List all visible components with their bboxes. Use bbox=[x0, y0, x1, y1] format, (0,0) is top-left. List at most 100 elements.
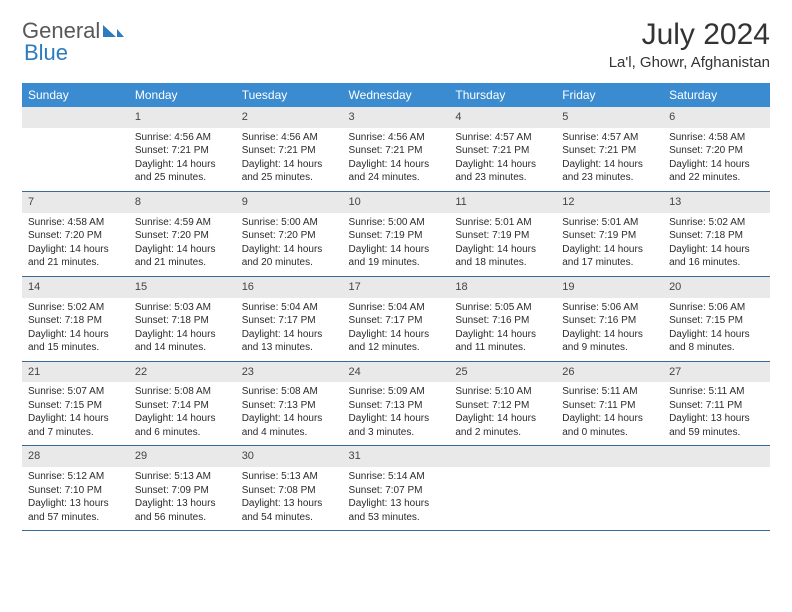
weekday-header: Friday bbox=[556, 83, 663, 107]
page-header: General July 2024 La'l, Ghowr, Afghanist… bbox=[22, 18, 770, 71]
calendar-body: 1Sunrise: 4:56 AMSunset: 7:21 PMDaylight… bbox=[22, 107, 770, 531]
daylight-text: Daylight: 14 hours bbox=[455, 158, 550, 172]
day-number: 2 bbox=[236, 107, 343, 128]
daylight-text: and 18 minutes. bbox=[455, 256, 550, 270]
day-body: Sunrise: 5:04 AMSunset: 7:17 PMDaylight:… bbox=[236, 298, 343, 361]
daylight-text: Daylight: 14 hours bbox=[242, 328, 337, 342]
day-number: 23 bbox=[236, 362, 343, 383]
daylight-text: and 6 minutes. bbox=[135, 426, 230, 440]
daylight-text: and 25 minutes. bbox=[135, 171, 230, 185]
title-block: July 2024 La'l, Ghowr, Afghanistan bbox=[609, 18, 770, 71]
calendar-day-cell: 28Sunrise: 5:12 AMSunset: 7:10 PMDayligh… bbox=[22, 446, 129, 531]
calendar-head: SundayMondayTuesdayWednesdayThursdayFrid… bbox=[22, 83, 770, 107]
day-body: Sunrise: 5:06 AMSunset: 7:15 PMDaylight:… bbox=[663, 298, 770, 361]
daylight-text: Daylight: 14 hours bbox=[455, 412, 550, 426]
sunset-text: Sunset: 7:15 PM bbox=[669, 314, 764, 328]
day-body: Sunrise: 5:02 AMSunset: 7:18 PMDaylight:… bbox=[22, 298, 129, 361]
calendar-day-cell: 20Sunrise: 5:06 AMSunset: 7:15 PMDayligh… bbox=[663, 276, 770, 361]
calendar-week-row: 1Sunrise: 4:56 AMSunset: 7:21 PMDaylight… bbox=[22, 107, 770, 191]
sunset-text: Sunset: 7:21 PM bbox=[242, 144, 337, 158]
sunset-text: Sunset: 7:13 PM bbox=[349, 399, 444, 413]
daylight-text: Daylight: 14 hours bbox=[349, 158, 444, 172]
sunset-text: Sunset: 7:21 PM bbox=[349, 144, 444, 158]
day-body bbox=[663, 467, 770, 530]
day-number: 6 bbox=[663, 107, 770, 128]
sunrise-text: Sunrise: 5:06 AM bbox=[562, 301, 657, 315]
daylight-text: Daylight: 14 hours bbox=[562, 328, 657, 342]
sunset-text: Sunset: 7:18 PM bbox=[28, 314, 123, 328]
sunrise-text: Sunrise: 4:56 AM bbox=[242, 131, 337, 145]
daylight-text: Daylight: 14 hours bbox=[455, 243, 550, 257]
day-body: Sunrise: 5:00 AMSunset: 7:19 PMDaylight:… bbox=[343, 213, 450, 276]
calendar-week-row: 21Sunrise: 5:07 AMSunset: 7:15 PMDayligh… bbox=[22, 361, 770, 446]
sunrise-text: Sunrise: 5:04 AM bbox=[349, 301, 444, 315]
day-number: 20 bbox=[663, 277, 770, 298]
day-number bbox=[449, 446, 556, 467]
day-body: Sunrise: 4:56 AMSunset: 7:21 PMDaylight:… bbox=[343, 128, 450, 191]
sunrise-text: Sunrise: 4:57 AM bbox=[455, 131, 550, 145]
daylight-text: Daylight: 14 hours bbox=[28, 328, 123, 342]
daylight-text: Daylight: 13 hours bbox=[135, 497, 230, 511]
sunrise-text: Sunrise: 5:01 AM bbox=[455, 216, 550, 230]
month-title: July 2024 bbox=[609, 18, 770, 52]
calendar-day-cell: 11Sunrise: 5:01 AMSunset: 7:19 PMDayligh… bbox=[449, 191, 556, 276]
daylight-text: and 59 minutes. bbox=[669, 426, 764, 440]
sunset-text: Sunset: 7:20 PM bbox=[28, 229, 123, 243]
day-number: 21 bbox=[22, 362, 129, 383]
daylight-text: Daylight: 14 hours bbox=[28, 412, 123, 426]
sunset-text: Sunset: 7:18 PM bbox=[135, 314, 230, 328]
daylight-text: Daylight: 14 hours bbox=[349, 243, 444, 257]
calendar-week-row: 14Sunrise: 5:02 AMSunset: 7:18 PMDayligh… bbox=[22, 276, 770, 361]
daylight-text: and 3 minutes. bbox=[349, 426, 444, 440]
day-body: Sunrise: 4:57 AMSunset: 7:21 PMDaylight:… bbox=[449, 128, 556, 191]
sunrise-text: Sunrise: 5:11 AM bbox=[669, 385, 764, 399]
day-number: 8 bbox=[129, 192, 236, 213]
calendar-day-cell: 25Sunrise: 5:10 AMSunset: 7:12 PMDayligh… bbox=[449, 361, 556, 446]
daylight-text: and 23 minutes. bbox=[455, 171, 550, 185]
daylight-text: Daylight: 14 hours bbox=[242, 243, 337, 257]
sunrise-text: Sunrise: 5:06 AM bbox=[669, 301, 764, 315]
sunset-text: Sunset: 7:07 PM bbox=[349, 484, 444, 498]
day-body: Sunrise: 5:10 AMSunset: 7:12 PMDaylight:… bbox=[449, 382, 556, 445]
day-number: 12 bbox=[556, 192, 663, 213]
day-body: Sunrise: 5:13 AMSunset: 7:09 PMDaylight:… bbox=[129, 467, 236, 530]
brand-part2: Blue bbox=[24, 40, 68, 66]
day-body: Sunrise: 4:57 AMSunset: 7:21 PMDaylight:… bbox=[556, 128, 663, 191]
sunset-text: Sunset: 7:10 PM bbox=[28, 484, 123, 498]
day-number: 30 bbox=[236, 446, 343, 467]
calendar-day-cell: 13Sunrise: 5:02 AMSunset: 7:18 PMDayligh… bbox=[663, 191, 770, 276]
sunrise-text: Sunrise: 5:03 AM bbox=[135, 301, 230, 315]
daylight-text: and 56 minutes. bbox=[135, 511, 230, 525]
daylight-text: Daylight: 13 hours bbox=[28, 497, 123, 511]
day-body: Sunrise: 5:11 AMSunset: 7:11 PMDaylight:… bbox=[663, 382, 770, 445]
daylight-text: and 19 minutes. bbox=[349, 256, 444, 270]
sunrise-text: Sunrise: 4:56 AM bbox=[349, 131, 444, 145]
day-body: Sunrise: 4:59 AMSunset: 7:20 PMDaylight:… bbox=[129, 213, 236, 276]
day-number bbox=[22, 107, 129, 128]
weekday-header: Tuesday bbox=[236, 83, 343, 107]
calendar-day-cell: 3Sunrise: 4:56 AMSunset: 7:21 PMDaylight… bbox=[343, 107, 450, 191]
day-number: 18 bbox=[449, 277, 556, 298]
sunrise-text: Sunrise: 5:04 AM bbox=[242, 301, 337, 315]
daylight-text: and 12 minutes. bbox=[349, 341, 444, 355]
sunrise-text: Sunrise: 5:00 AM bbox=[242, 216, 337, 230]
day-number: 1 bbox=[129, 107, 236, 128]
sunrise-text: Sunrise: 5:10 AM bbox=[455, 385, 550, 399]
daylight-text: and 11 minutes. bbox=[455, 341, 550, 355]
weekday-header: Sunday bbox=[22, 83, 129, 107]
daylight-text: and 20 minutes. bbox=[242, 256, 337, 270]
daylight-text: and 22 minutes. bbox=[669, 171, 764, 185]
weekday-header: Monday bbox=[129, 83, 236, 107]
sunset-text: Sunset: 7:13 PM bbox=[242, 399, 337, 413]
day-body: Sunrise: 4:58 AMSunset: 7:20 PMDaylight:… bbox=[22, 213, 129, 276]
calendar-day-cell: 30Sunrise: 5:13 AMSunset: 7:08 PMDayligh… bbox=[236, 446, 343, 531]
calendar-day-cell: 15Sunrise: 5:03 AMSunset: 7:18 PMDayligh… bbox=[129, 276, 236, 361]
calendar-day-cell: 16Sunrise: 5:04 AMSunset: 7:17 PMDayligh… bbox=[236, 276, 343, 361]
daylight-text: and 25 minutes. bbox=[242, 171, 337, 185]
daylight-text: Daylight: 14 hours bbox=[349, 328, 444, 342]
sunrise-text: Sunrise: 4:59 AM bbox=[135, 216, 230, 230]
sunset-text: Sunset: 7:19 PM bbox=[562, 229, 657, 243]
daylight-text: Daylight: 14 hours bbox=[669, 328, 764, 342]
calendar-day-cell: 21Sunrise: 5:07 AMSunset: 7:15 PMDayligh… bbox=[22, 361, 129, 446]
daylight-text: and 15 minutes. bbox=[28, 341, 123, 355]
